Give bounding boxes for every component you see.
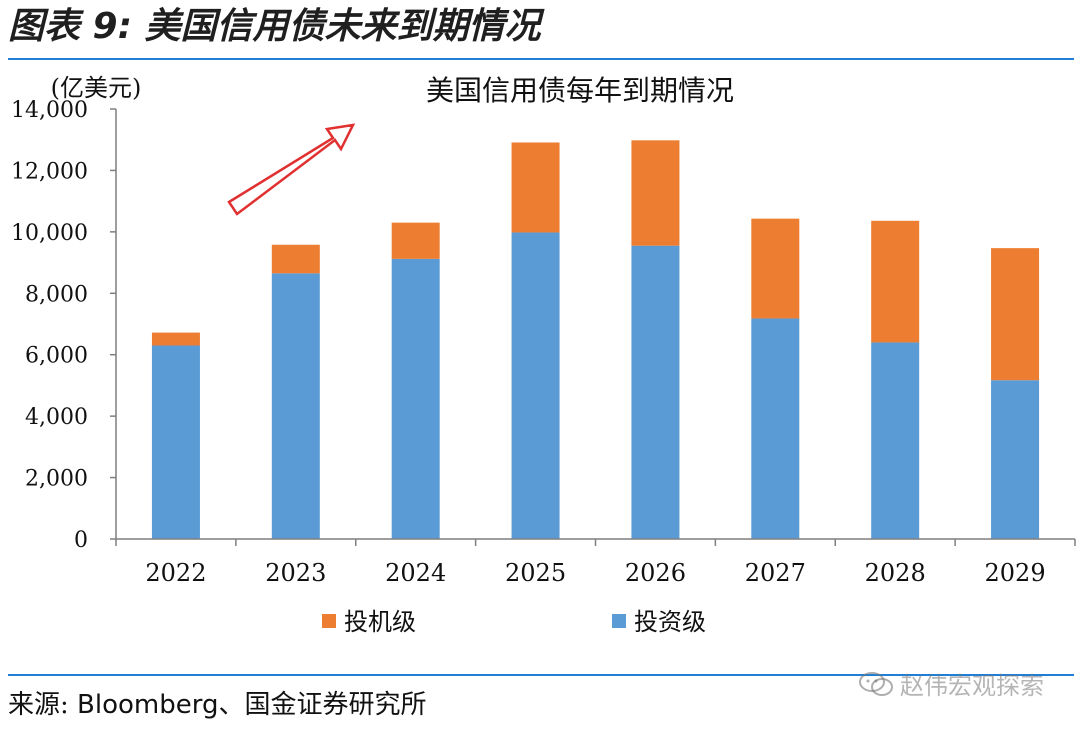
y-tick-label: 8,000 <box>25 282 88 307</box>
y-tick-label: 4,000 <box>25 405 88 430</box>
bar-investment-grade <box>631 245 680 539</box>
y-tick-label: 12,000 <box>11 159 88 184</box>
trend-arrow-icon <box>227 123 356 216</box>
y-axis: 0 2,000 4,000 6,000 8,000 10,000 12,000 14,000 <box>11 98 117 553</box>
x-tick-label: 2029 <box>985 559 1046 587</box>
legend: 投机级 投资级 <box>322 608 706 636</box>
watermark: 赵伟宏观探索 <box>858 666 1044 701</box>
legend-label: 投机级 <box>344 608 416 636</box>
y-tick-label: 6,000 <box>25 344 88 369</box>
y-tick-label: 2,000 <box>25 467 88 492</box>
bar-high-yield <box>991 248 1040 381</box>
x-tick-label: 2025 <box>505 559 566 587</box>
bar-high-yield <box>271 244 320 274</box>
bar-high-yield <box>391 222 440 259</box>
bar-high-yield <box>871 220 920 343</box>
x-axis: 2022 2023 2024 2025 2026 2027 2028 2029 <box>115 538 1076 587</box>
source-note: 来源: Bloomberg、国金证券研究所 <box>8 684 426 721</box>
bottom-divider <box>8 674 1074 676</box>
bar-high-yield <box>151 332 200 346</box>
bar-high-yield <box>751 218 800 319</box>
x-tick-label: 2027 <box>745 559 806 587</box>
bars-group <box>151 140 1040 539</box>
figure-title: 图表 9: 美国信用债未来到期情况 <box>8 6 541 47</box>
bar-high-yield <box>511 142 560 233</box>
bar-investment-grade <box>511 232 560 539</box>
bar-chart: 美国信用债每年到期情况 (亿美元) 0 2,000 4,000 6,000 8,000 1… <box>11 74 1076 636</box>
x-tick-label: 2028 <box>865 559 926 587</box>
top-divider <box>8 58 1074 60</box>
source-label: 来源: <box>8 690 69 720</box>
x-tick-label: 2022 <box>145 559 206 587</box>
wechat-icon <box>859 671 893 696</box>
y-tick-label: 10,000 <box>11 221 88 246</box>
y-tick-label: 14,000 <box>11 98 88 123</box>
legend-swatch <box>612 614 626 628</box>
bar-high-yield <box>631 140 680 246</box>
bar-investment-grade <box>151 345 200 539</box>
legend-swatch <box>322 614 336 628</box>
x-tick-label: 2024 <box>385 559 446 587</box>
source-text: Bloomberg、国金证券研究所 <box>68 690 427 720</box>
bar-investment-grade <box>871 342 920 539</box>
bar-investment-grade <box>991 380 1040 539</box>
chart-title: 美国信用债每年到期情况 <box>426 74 734 107</box>
y-tick-label: 0 <box>74 528 88 553</box>
watermark-text: 赵伟宏观探索 <box>900 672 1044 700</box>
bar-investment-grade <box>271 273 320 539</box>
bar-investment-grade <box>751 318 800 539</box>
y-unit-label: (亿美元) <box>51 74 142 102</box>
x-tick-label: 2026 <box>625 559 686 587</box>
legend-label: 投资级 <box>634 608 706 636</box>
x-tick-label: 2023 <box>265 559 326 587</box>
bar-investment-grade <box>391 258 440 539</box>
